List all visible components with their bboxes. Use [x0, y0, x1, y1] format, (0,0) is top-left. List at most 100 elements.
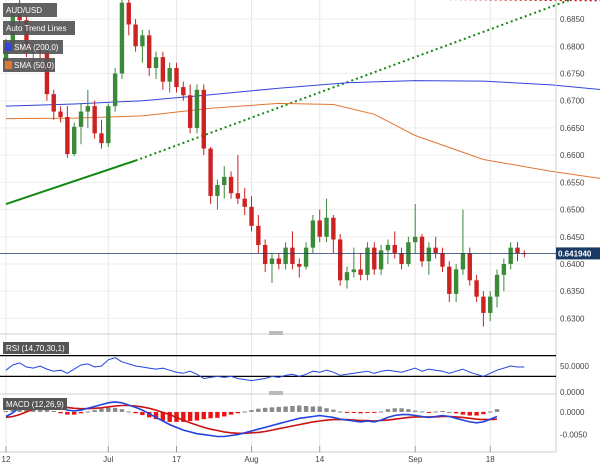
candle-body: [78, 111, 84, 127]
candle-body: [501, 263, 507, 275]
candle-body: [92, 106, 97, 134]
candle-body: [44, 51, 50, 95]
candle-body: [140, 35, 145, 47]
macd-histogram-bar: [160, 411, 166, 421]
candle-body: [297, 263, 302, 267]
x-tick-label: Aug: [244, 455, 258, 464]
macd-histogram-bar: [351, 411, 357, 413]
candle-body: [153, 57, 159, 69]
candle-body: [413, 236, 418, 243]
panel-resize-handle: [269, 391, 283, 395]
macd-histogram-bar: [85, 411, 91, 413]
candle-body: [460, 253, 466, 270]
candle-body: [290, 247, 295, 264]
last-price-label: 0.641940: [558, 249, 592, 258]
macd-histogram-bar: [440, 411, 445, 412]
macd-histogram-bar: [365, 411, 370, 413]
candle-body: [235, 193, 241, 199]
candle-body: [276, 258, 281, 264]
macd-histogram-bar: [208, 411, 213, 419]
candle-body: [85, 106, 91, 112]
candle-body: [181, 87, 186, 96]
macd-histogram-bar: [51, 411, 56, 412]
macd-histogram-bar: [99, 408, 104, 412]
candle-body: [378, 250, 384, 270]
macd-histogram-bar: [222, 411, 227, 417]
macd-histogram-bar: [126, 411, 131, 413]
y-tick-label: 0.6600: [560, 151, 585, 160]
last-price-badge: [556, 247, 600, 260]
legend-label: SMA (50,0): [14, 61, 54, 70]
macd-histogram-bar: [78, 411, 84, 414]
macd-histogram-bar: [494, 409, 500, 412]
candle-body: [167, 68, 172, 82]
macd-line: [5, 400, 498, 438]
candle-body: [215, 185, 220, 196]
macd-histogram-bar: [10, 408, 16, 412]
candle-body: [249, 206, 254, 226]
candle-body: [24, 20, 29, 52]
y-tick-label: 0.6400: [560, 260, 585, 269]
macd-histogram-bar: [92, 410, 97, 412]
candle-body: [194, 89, 200, 128]
rsi-line: [5, 357, 525, 382]
legends: AUD/USD Auto Trend Lines SMA (200,0) SMA (5…: [3, 3, 75, 410]
candle-body: [481, 296, 486, 313]
y-tick-label: 0.6750: [560, 69, 585, 78]
candle-body: [3, 47, 9, 62]
candle-body: [337, 239, 343, 281]
macd-histogram-bar: [181, 411, 186, 422]
candle-body: [392, 244, 397, 254]
rsi-y-tick-label: 0.0000: [560, 388, 585, 397]
main-yaxis: 0.6850 0.6800 0.6750 0.6700 0.6650 0.6600 0.65…: [0, 0, 600, 452]
candle-body: [222, 176, 227, 186]
macd-histogram-bar: [187, 411, 193, 421]
macd-legend-box: [3, 398, 67, 410]
legend-box: [3, 3, 57, 17]
legend-label: AUD/USD: [6, 6, 42, 15]
candle-body: [426, 247, 432, 262]
macd-histogram-bar: [167, 411, 172, 422]
macd-histogram-bar: [119, 409, 125, 412]
macd-histogram-bar: [488, 411, 493, 413]
macd-histogram-bar: [358, 411, 363, 414]
y-tick-label: 0.6500: [560, 206, 585, 215]
macd-histogram-bar: [337, 411, 343, 413]
macd-histogram-bar: [228, 411, 234, 415]
macd-histogram-bar: [399, 408, 404, 412]
candle-body: [440, 253, 445, 267]
macd-histogram-bar: [153, 411, 159, 420]
candle-body: [494, 274, 500, 297]
panel-resize-handle: [269, 331, 283, 335]
candle-body: [208, 148, 213, 196]
candle-body: [303, 247, 309, 267]
candle-body: [419, 236, 425, 262]
candle-body: [99, 133, 104, 144]
candle-body: [201, 89, 206, 149]
candle-body: [453, 269, 459, 294]
main-grid: [0, 0, 556, 446]
candle-body: [269, 258, 275, 264]
macd-histogram-bar: [249, 410, 254, 412]
macd-histogram-bar: [297, 405, 302, 412]
macd-histogram-bar: [72, 411, 77, 415]
macd-histogram-bar: [344, 411, 350, 413]
rsi-legend-box: [3, 342, 69, 354]
macd-histogram-bar: [303, 406, 309, 412]
candle-body: [385, 244, 391, 251]
x-tick-label: 18: [486, 455, 495, 464]
candle-body: [119, 2, 125, 74]
x-tick-label: 12: [2, 455, 11, 464]
macd-y-tick-label: -0.0050: [560, 431, 588, 440]
legend-swatch: [5, 43, 12, 51]
x-tick-label: 14: [315, 455, 324, 464]
macd-histogram-bar: [133, 411, 138, 414]
macd-histogram-bar: [201, 411, 206, 420]
candle-body: [51, 94, 56, 112]
macd-histogram-bar: [276, 406, 281, 412]
candle-body: [174, 68, 179, 88]
candle-body: [310, 220, 316, 248]
macd-histogram-bar: [3, 411, 9, 412]
macd-histogram-bar: [317, 406, 322, 412]
rsi-panel: 50.0000 0.0000: [0, 354, 589, 397]
